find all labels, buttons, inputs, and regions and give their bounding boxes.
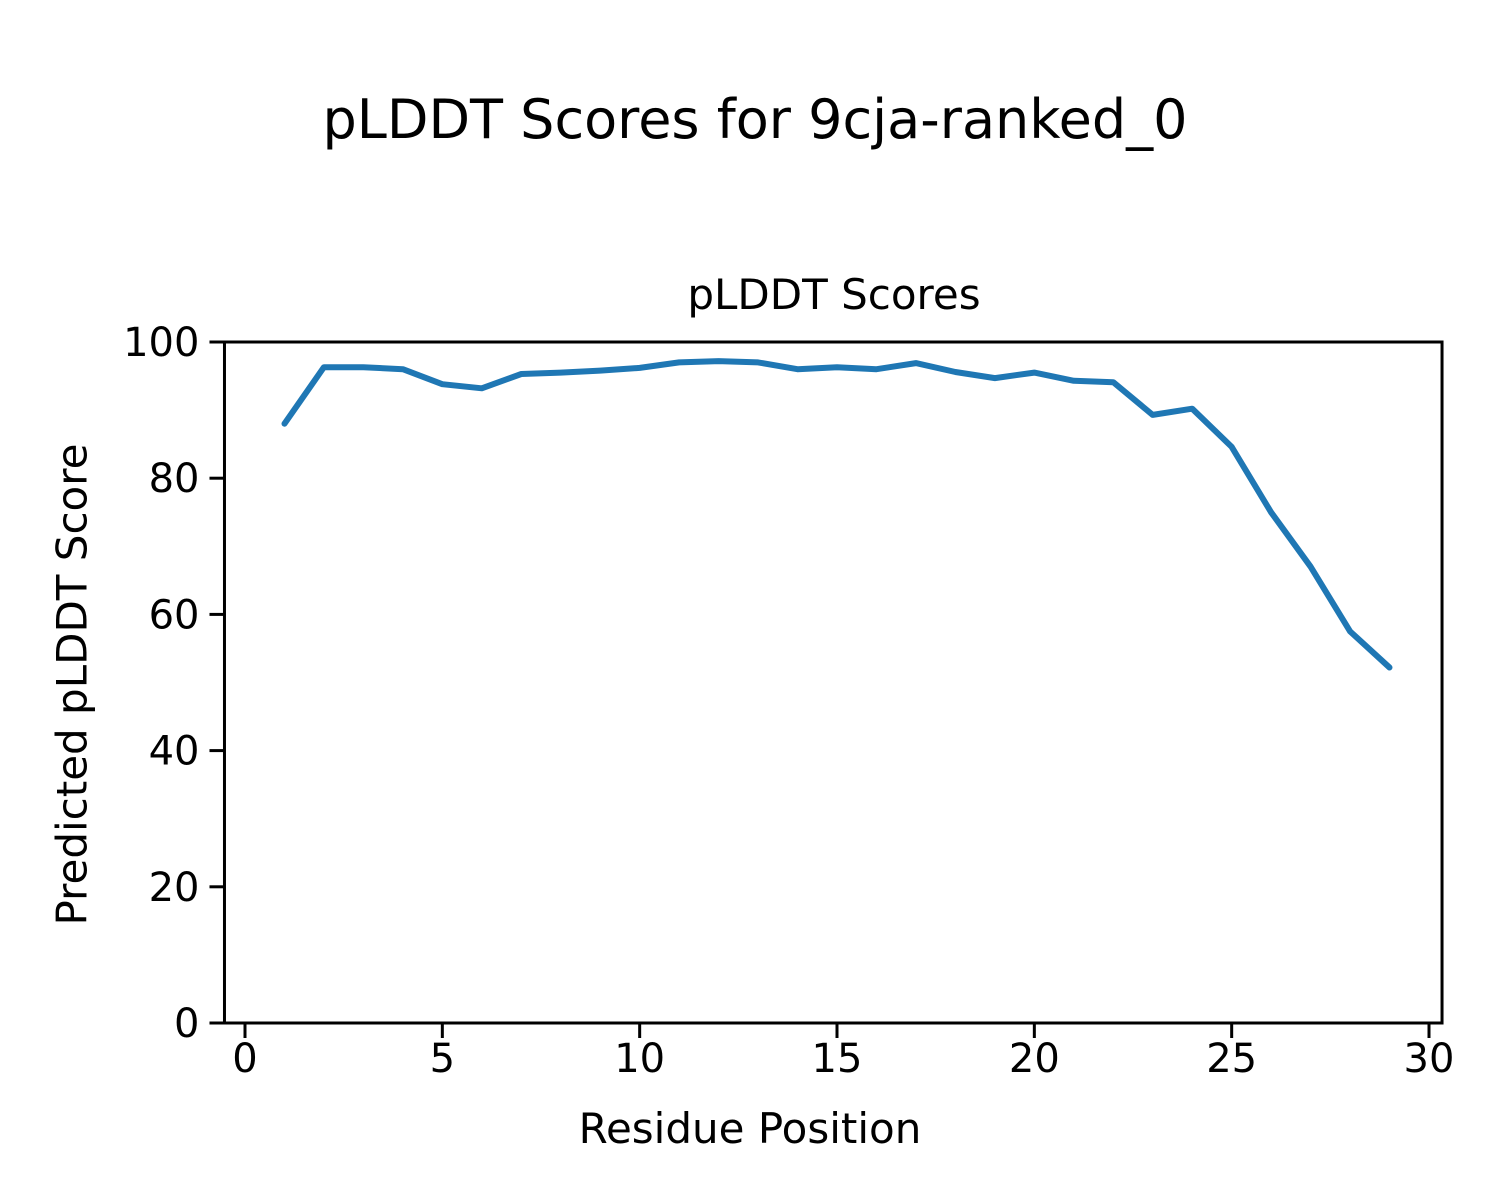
x-tick-label: 20 bbox=[1009, 1036, 1060, 1082]
y-tick-label: 80 bbox=[149, 456, 200, 502]
axes-title: pLDDT Scores bbox=[687, 270, 981, 319]
x-tick-label: 15 bbox=[812, 1036, 863, 1082]
x-tick-label: 10 bbox=[614, 1036, 665, 1082]
y-tick-label: 100 bbox=[123, 320, 199, 366]
x-tick-label: 30 bbox=[1404, 1036, 1455, 1082]
y-tick-label: 20 bbox=[149, 865, 200, 911]
x-tick-label: 0 bbox=[232, 1036, 257, 1082]
x-tick-label: 5 bbox=[430, 1036, 455, 1082]
figure-title: pLDDT Scores for 9cja-ranked_0 bbox=[322, 88, 1188, 151]
x-axis-label: Residue Position bbox=[578, 1104, 922, 1153]
y-tick-label: 60 bbox=[149, 592, 200, 638]
axes-frame bbox=[222, 340, 1444, 1025]
x-tick-label: 25 bbox=[1206, 1036, 1257, 1082]
y-tick-label: 40 bbox=[149, 729, 200, 775]
y-tick-label: 0 bbox=[174, 1001, 199, 1047]
plddt-series-line bbox=[281, 358, 1393, 671]
